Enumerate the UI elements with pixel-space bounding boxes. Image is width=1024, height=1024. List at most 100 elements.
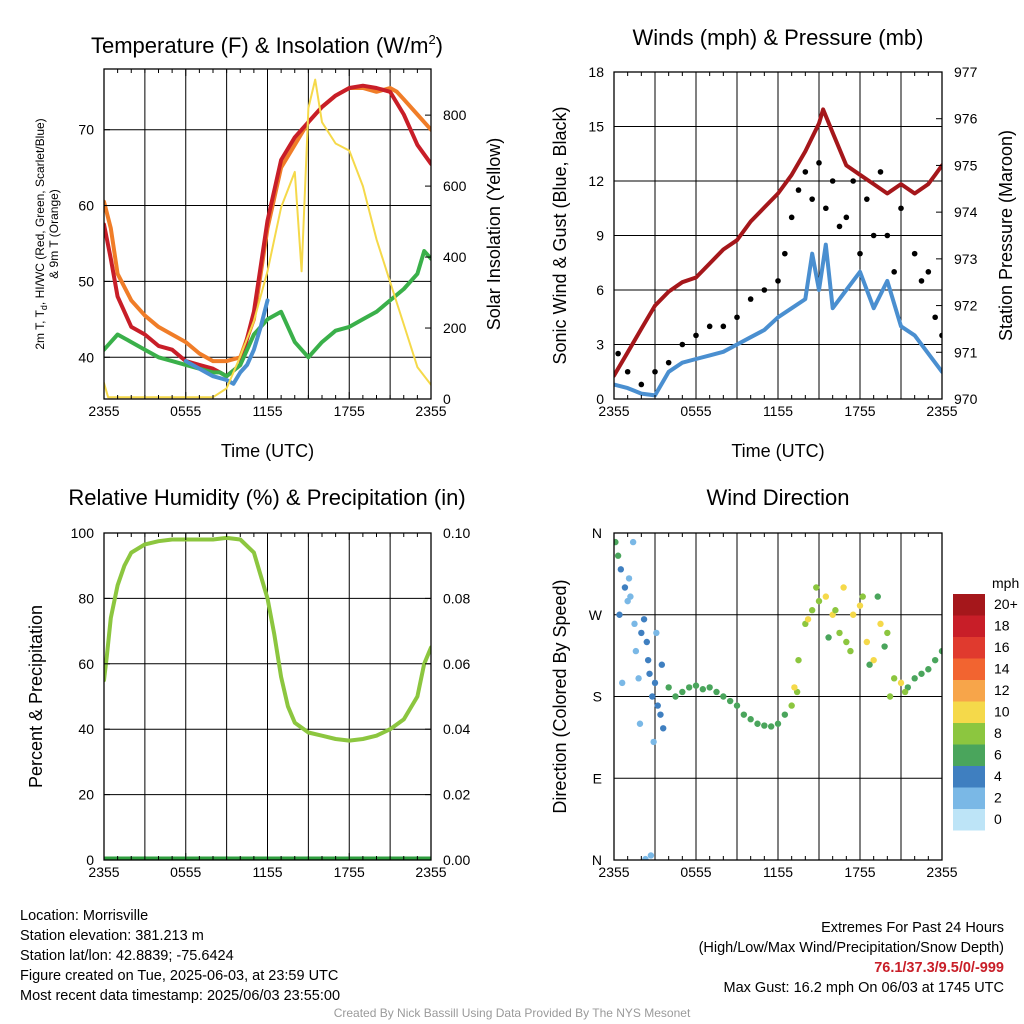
direction-point xyxy=(901,688,909,696)
gust-point xyxy=(843,214,850,221)
direction-point xyxy=(856,602,864,609)
y2-tick-label: 600 xyxy=(443,178,467,194)
gust-point xyxy=(870,232,877,239)
direction-point xyxy=(740,711,748,718)
chart-title: Winds (mph) & Pressure (mb) xyxy=(633,25,924,50)
legend-label: 4 xyxy=(994,768,1002,784)
data-layer xyxy=(614,107,942,398)
direction-point xyxy=(632,647,640,655)
direction-point xyxy=(931,656,939,664)
y-tick-label: E xyxy=(593,770,602,786)
direction-point xyxy=(791,684,798,691)
y2-tick-label: 0.04 xyxy=(443,721,470,737)
legend-title: mph xyxy=(992,575,1019,591)
location-text: Location: Morrisville xyxy=(20,908,149,924)
y-tick-label: 3 xyxy=(596,337,604,353)
direction-point xyxy=(679,688,686,696)
y2-tick-label: 971 xyxy=(954,344,978,360)
gust-point xyxy=(816,160,822,166)
gust-point xyxy=(877,169,884,175)
direction-point xyxy=(938,647,942,655)
direction-point xyxy=(621,584,629,591)
direction-point xyxy=(636,720,644,727)
y-tick-label: N xyxy=(592,525,602,541)
direction-point xyxy=(629,538,637,546)
series-line-pressure xyxy=(614,107,942,378)
direction-point xyxy=(713,688,720,696)
gust-point xyxy=(782,250,788,257)
x-tick-label: 1155 xyxy=(763,403,793,419)
gust-point xyxy=(652,368,658,375)
legend-label: 16 xyxy=(994,639,1010,655)
legend-label: 20+ xyxy=(994,596,1018,612)
legend-label: 6 xyxy=(994,747,1002,763)
legend-swatch xyxy=(953,658,985,680)
x-tick-label: 1155 xyxy=(252,403,282,419)
ylabel-part: , HI/WC (Red, Green, Scarlet/Blue) xyxy=(33,118,47,305)
y-tick-label: 9 xyxy=(596,228,604,244)
gust-point xyxy=(693,332,699,339)
direction-point xyxy=(643,638,650,646)
y-tick-label: N xyxy=(592,852,602,868)
direction-point xyxy=(649,693,656,700)
direction-point xyxy=(625,575,633,582)
legend-label: 2 xyxy=(994,790,1002,806)
panel-temp: 2355 0555 1155 1755 2355 40 50 60 70 0 200 400 600 80… xyxy=(33,32,504,461)
direction-point xyxy=(654,702,661,709)
y-tick-label: 12 xyxy=(588,173,604,189)
gust-point xyxy=(884,232,891,239)
x-tick-label: 1155 xyxy=(763,864,793,880)
legend-label: 8 xyxy=(994,725,1002,741)
x-tick-label: 1755 xyxy=(334,403,365,419)
gust-point xyxy=(624,368,631,375)
y-tick-label: 50 xyxy=(78,273,94,289)
chart-title: Wind Direction xyxy=(706,485,849,510)
y-tick-label: 80 xyxy=(78,590,94,606)
series-line-4 xyxy=(104,78,431,399)
gust-point xyxy=(734,314,740,321)
direction-point xyxy=(866,661,873,668)
legend-label: 14 xyxy=(994,661,1010,677)
direction-point xyxy=(815,597,823,605)
legend-swatch xyxy=(953,701,985,723)
y2-tick-label: 200 xyxy=(443,320,467,336)
y2-axis-label: Station Pressure (Maroon) xyxy=(996,130,1016,341)
direction-point xyxy=(644,656,652,664)
direction-point xyxy=(614,538,619,546)
y-tick-label: 60 xyxy=(78,198,94,214)
x-tick-label: 0555 xyxy=(170,864,201,880)
direction-point xyxy=(638,629,645,637)
direction-point xyxy=(627,593,634,600)
data-layer xyxy=(104,535,431,860)
ylabel-part: 2m T, T xyxy=(33,309,47,349)
direction-point xyxy=(761,722,768,729)
direction-point xyxy=(884,629,891,637)
y2-tick-label: 800 xyxy=(443,107,467,123)
y2-axis-label: Solar Insolation (Yellow) xyxy=(484,138,504,330)
y-tick-label: S xyxy=(593,689,602,705)
x-tick-label: 2355 xyxy=(88,403,119,419)
direction-point xyxy=(849,611,857,618)
legend-swatch xyxy=(953,809,985,831)
direction-point xyxy=(836,629,843,637)
direction-point xyxy=(925,666,932,673)
y-tick-label: 60 xyxy=(78,656,94,672)
legend-swatch xyxy=(953,637,985,659)
max-gust-text: Max Gust: 16.2 mph On 06/03 at 1745 UTC xyxy=(723,980,1004,996)
gust-point xyxy=(809,196,815,202)
direction-point xyxy=(747,716,754,723)
extremes-subtitle: (High/Low/Max Wind/Precipitation/Snow De… xyxy=(698,940,1004,956)
y2-tick-label: 975 xyxy=(954,157,978,173)
direction-point xyxy=(825,634,832,641)
panel-wind: 2355 0555 1155 1755 235503691215189709719729… xyxy=(550,25,1016,461)
gust-point xyxy=(665,359,672,366)
direction-point xyxy=(646,670,653,677)
direction-point xyxy=(813,584,820,591)
x-tick-label: 2355 xyxy=(415,864,446,880)
y-tick-label: 20 xyxy=(78,787,94,803)
direction-point xyxy=(665,684,672,691)
x-tick-label: 0555 xyxy=(680,864,711,880)
y2-tick-label: 0.06 xyxy=(443,656,470,672)
y-tick-label: W xyxy=(589,607,603,623)
gust-point xyxy=(857,250,863,257)
